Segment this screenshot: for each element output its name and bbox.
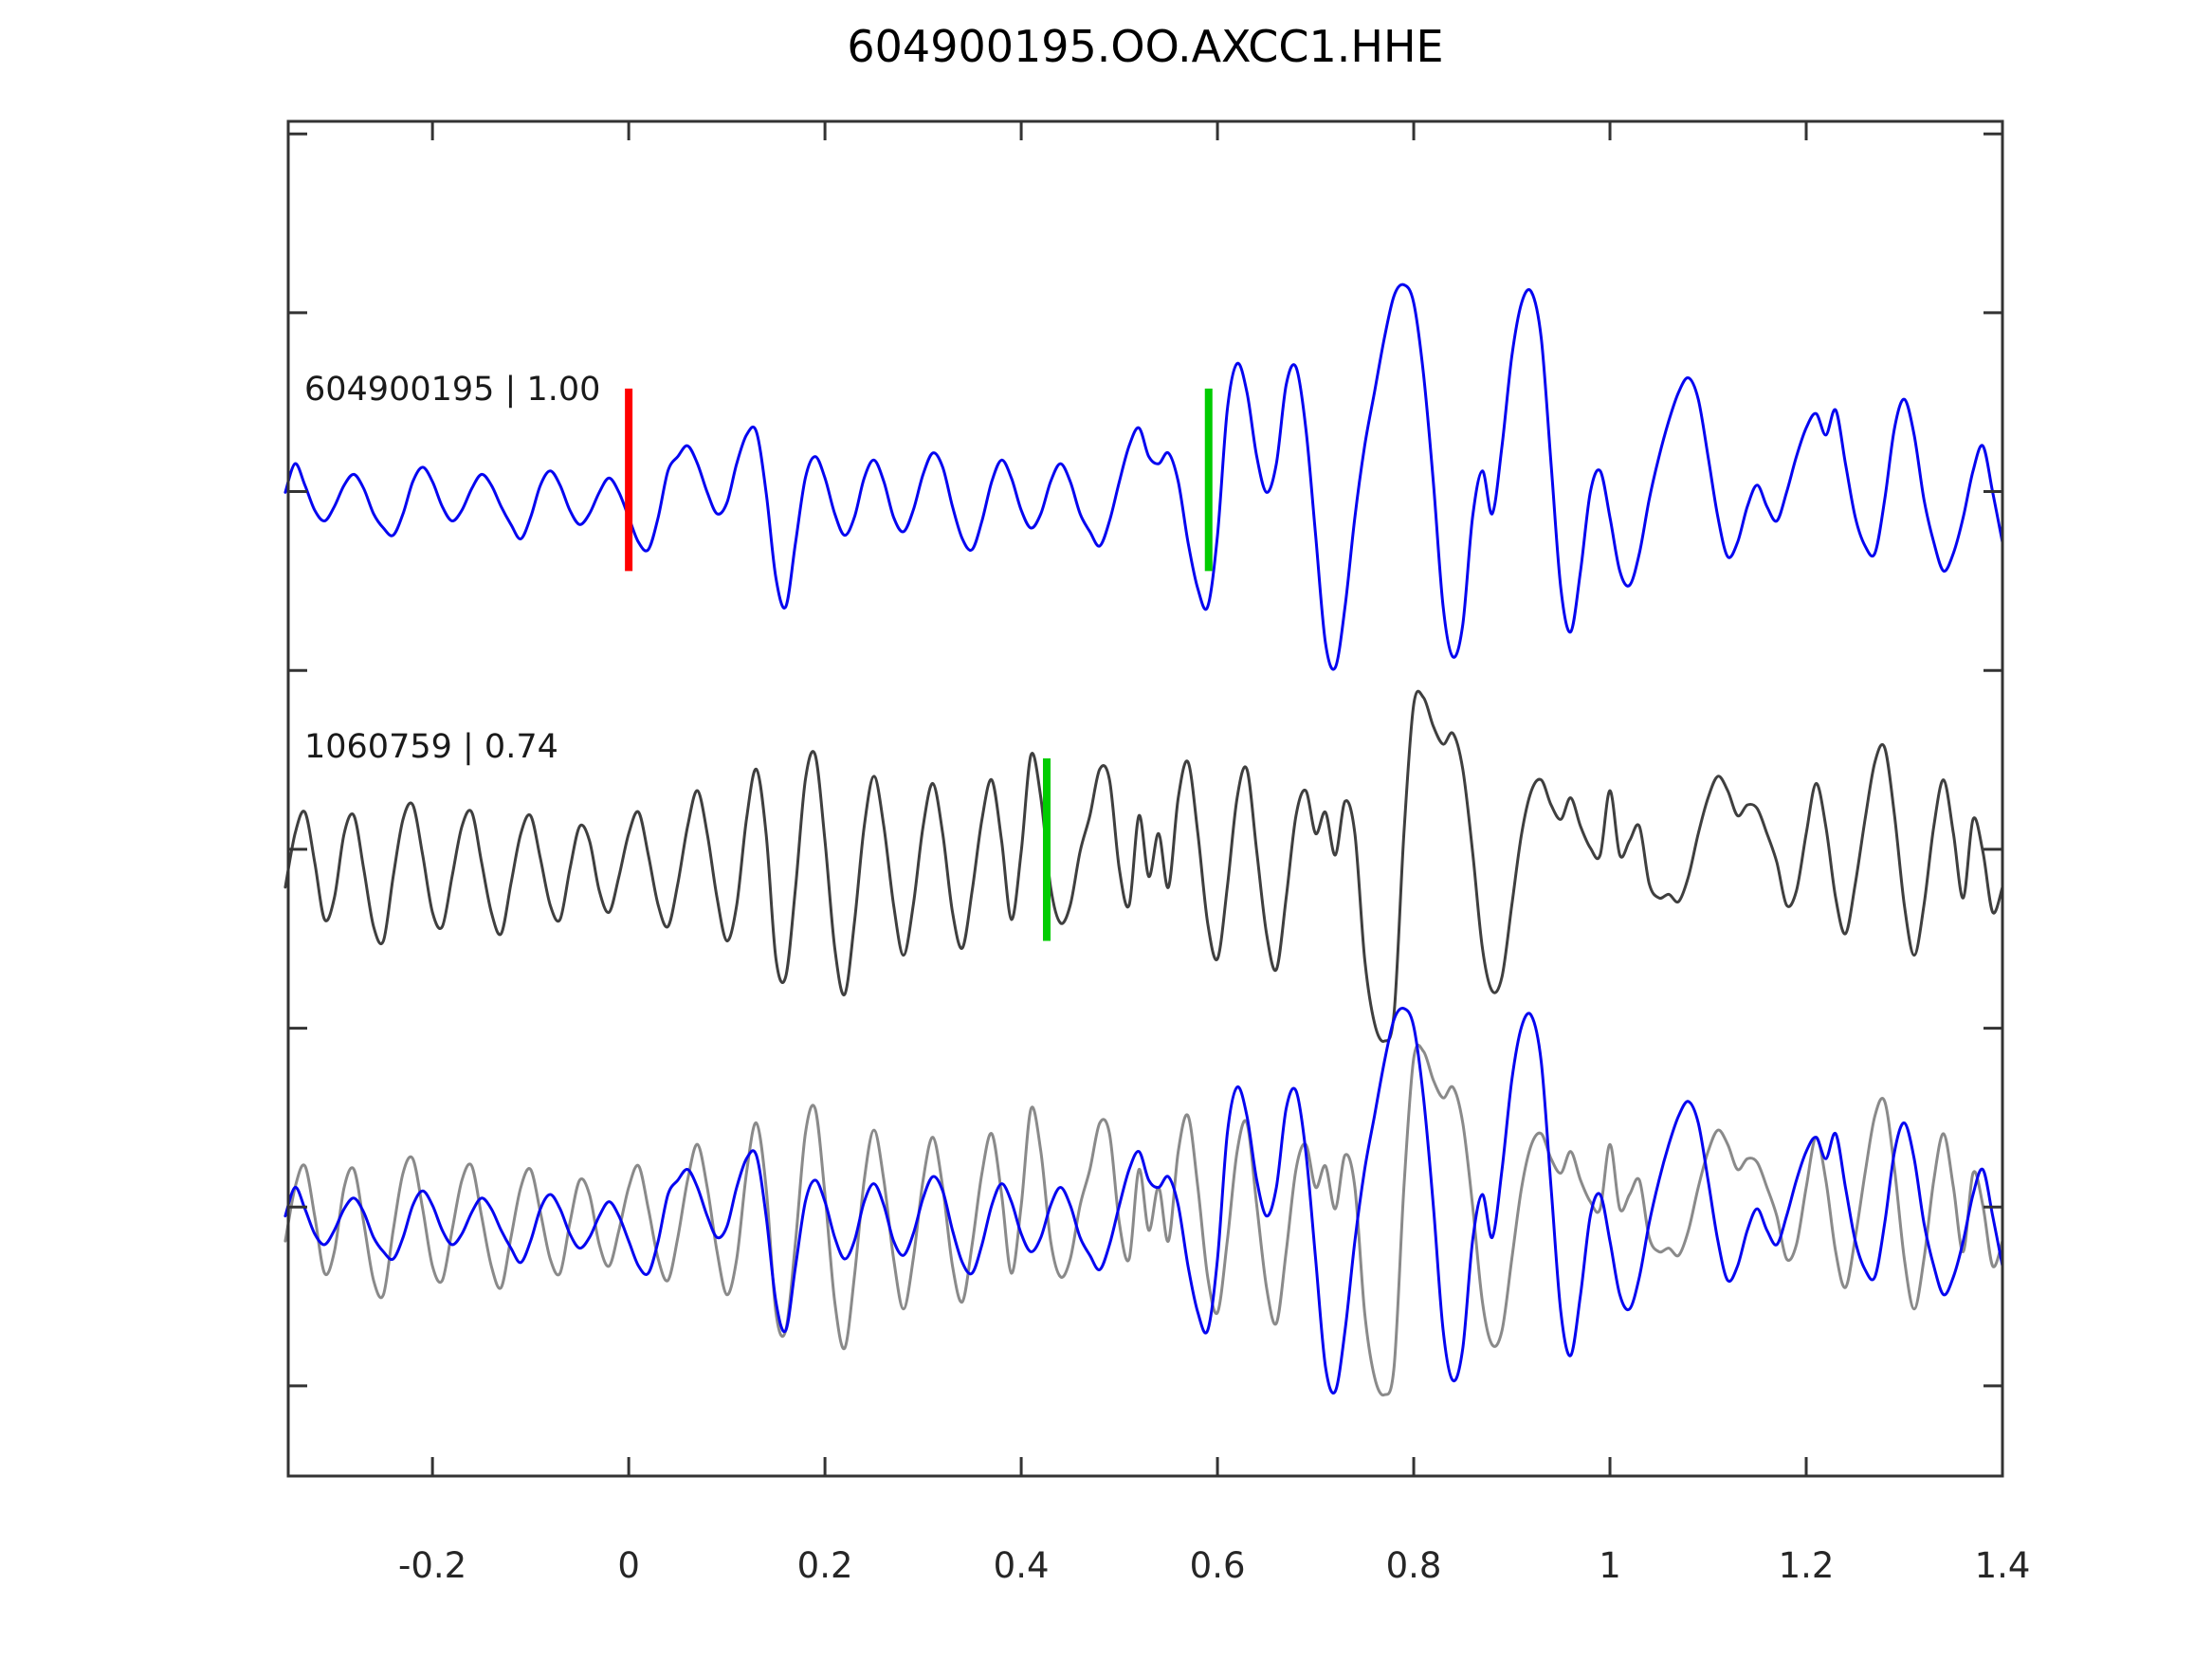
x-tick-label: 0.6: [1189, 1545, 1246, 1586]
detection-trace: [283, 283, 2004, 671]
x-tick-label: 0.8: [1385, 1545, 1442, 1586]
x-tick-label: -0.2: [397, 1545, 467, 1586]
x-tick-label: 1.2: [1778, 1545, 1835, 1586]
x-tick-label: 0.2: [796, 1545, 853, 1586]
x-tick-label: 0.4: [993, 1545, 1050, 1586]
x-tick-label: 1.4: [1974, 1545, 2031, 1586]
overlay-detection-trace: [283, 1007, 2004, 1395]
plot-border: [286, 119, 2004, 1478]
x-tick-label: 1: [1599, 1545, 1621, 1586]
plot-title: 604900195.OO.AXCC1.HHE: [847, 21, 1444, 72]
template-trace-label: 1060759 | 0.74: [304, 728, 558, 766]
detection-trace-label: 604900195 | 1.00: [304, 371, 601, 409]
x-tick-label: 0: [617, 1545, 640, 1586]
template-trace: [283, 689, 2004, 1043]
overlay-template-trace: [283, 1043, 2004, 1397]
